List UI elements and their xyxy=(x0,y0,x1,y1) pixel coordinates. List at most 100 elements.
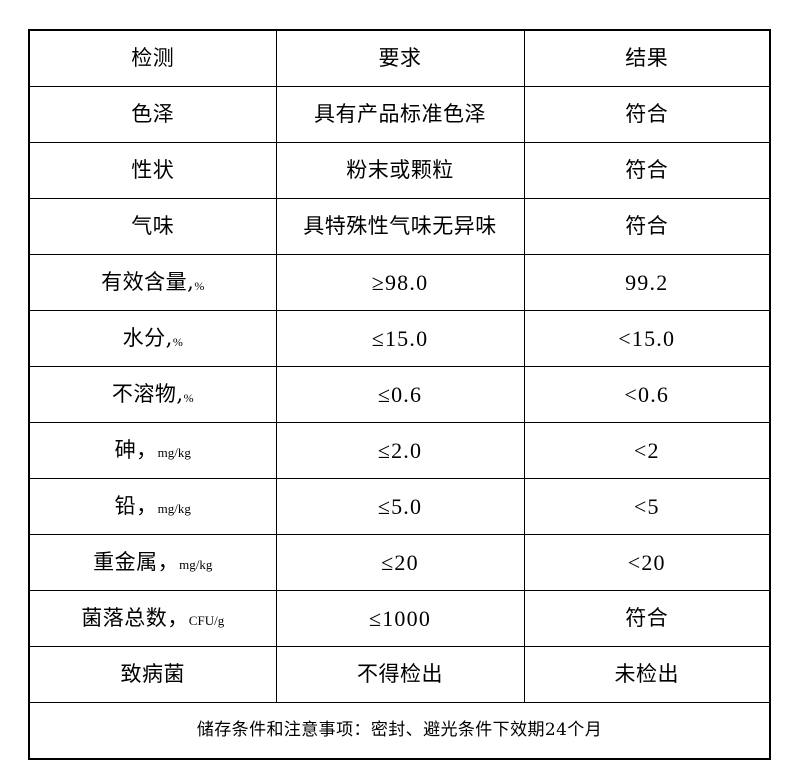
item-unit: mg/kg xyxy=(157,445,191,461)
storage-note-text: 储存条件和注意事项：密封、避光条件下效期24个月 xyxy=(196,719,603,740)
item-label-wrap: 有效含量,% xyxy=(101,270,204,294)
result-value: 符合 xyxy=(625,214,669,239)
requirement-value: 具有产品标准色泽 xyxy=(314,102,486,127)
table-row: 铅，mg/kg ≤5.0 <5 xyxy=(28,478,771,535)
item-label-wrap: 重金属，mg/kg xyxy=(93,550,212,574)
requirement-value: ≤2.0 xyxy=(377,437,423,463)
item-label-wrap: 水分,% xyxy=(123,326,183,350)
requirement-value: ≤5.0 xyxy=(377,493,423,519)
cell-requirement: ≤5.0 xyxy=(275,478,525,535)
cell-result: <5 xyxy=(523,478,771,535)
cell-result: <15.0 xyxy=(523,310,771,367)
cell-item: 色泽 xyxy=(28,86,277,143)
requirement-value: ≤1000 xyxy=(368,605,432,631)
item-label: 水分, xyxy=(122,326,173,351)
cell-requirement: 具有产品标准色泽 xyxy=(275,86,525,143)
item-label: 致病菌 xyxy=(120,662,185,687)
item-label-wrap: 气味 xyxy=(131,214,174,238)
cell-requirement: 粉末或颗粒 xyxy=(275,142,525,199)
table-row: 致病菌 不得检出 未检出 xyxy=(28,646,771,703)
item-label: 菌落总数， xyxy=(81,606,189,631)
cell-item: 致病菌 xyxy=(28,646,277,703)
result-value: 符合 xyxy=(625,606,669,631)
cell-item: 菌落总数，CFU/g xyxy=(28,590,277,647)
table-row: 重金属，mg/kg ≤20 <20 xyxy=(28,534,771,591)
cell-result: 符合 xyxy=(523,142,771,199)
column-header-label: 检测 xyxy=(131,46,175,71)
table-row: 菌落总数，CFU/g ≤1000 符合 xyxy=(28,590,771,647)
result-value: <20 xyxy=(627,549,666,575)
cell-result: 符合 xyxy=(523,590,771,647)
result-value: <15.0 xyxy=(618,325,676,351)
result-value: 未检出 xyxy=(614,662,679,687)
item-unit: % xyxy=(172,335,183,350)
cell-result: <20 xyxy=(523,534,771,591)
item-label-wrap: 致病菌 xyxy=(121,662,186,686)
cell-item: 不溶物,% xyxy=(28,366,277,423)
item-unit: % xyxy=(194,279,205,294)
table-row: 不溶物,% ≤0.6 <0.6 xyxy=(28,366,771,423)
result-value: 符合 xyxy=(625,158,669,183)
cell-requirement: ≤20 xyxy=(275,534,525,591)
requirement-value: ≤0.6 xyxy=(377,381,423,407)
item-label-wrap: 色泽 xyxy=(131,102,174,126)
result-value: 符合 xyxy=(625,102,669,127)
cell-storage-note: 储存条件和注意事项：密封、避光条件下效期24个月 xyxy=(28,702,771,760)
item-unit: mg/kg xyxy=(179,557,213,573)
cell-result: <2 xyxy=(523,422,771,479)
requirement-value: 具特殊性气味无异味 xyxy=(303,214,497,239)
result-value: <0.6 xyxy=(624,381,670,407)
cell-result: 未检出 xyxy=(523,646,771,703)
result-value: 99.2 xyxy=(625,269,669,295)
item-label: 气味 xyxy=(131,214,175,239)
cell-requirement: ≤15.0 xyxy=(275,310,525,367)
result-value: <5 xyxy=(633,493,660,519)
item-label: 不溶物, xyxy=(111,382,184,407)
requirement-value: 不得检出 xyxy=(357,662,443,687)
item-label-wrap: 菌落总数，CFU/g xyxy=(81,606,224,630)
item-label: 性状 xyxy=(131,158,175,183)
cell-requirement: ≤0.6 xyxy=(275,366,525,423)
column-header-item: 检测 xyxy=(28,29,277,87)
item-label-wrap: 性状 xyxy=(131,158,174,182)
table-row: 有效含量,% ≥98.0 99.2 xyxy=(28,254,771,311)
cell-item: 水分,% xyxy=(28,310,277,367)
requirement-value: ≥98.0 xyxy=(371,269,429,295)
column-header-label: 结果 xyxy=(625,46,669,71)
item-unit: CFU/g xyxy=(188,613,225,629)
table-body: 检测 要求 结果 色泽 具有产品标准色泽 符合 性状 粉末或颗粒 符合 气味 具特殊性气味无异味 符合… xyxy=(28,29,771,760)
requirement-value: 粉末或颗粒 xyxy=(346,158,454,183)
item-label: 色泽 xyxy=(131,102,175,127)
cell-result: 99.2 xyxy=(523,254,771,311)
table-note-row: 储存条件和注意事项：密封、避光条件下效期24个月 xyxy=(28,702,771,760)
cell-requirement: ≤2.0 xyxy=(275,422,525,479)
cell-requirement: 具特殊性气味无异味 xyxy=(275,198,525,255)
item-unit: % xyxy=(183,391,194,406)
cell-requirement: ≥98.0 xyxy=(275,254,525,311)
column-header-result: 结果 xyxy=(523,29,771,87)
table-row: 色泽 具有产品标准色泽 符合 xyxy=(28,86,771,143)
specification-table: 检测 要求 结果 色泽 具有产品标准色泽 符合 性状 粉末或颗粒 符合 气味 具特殊性气味无异味 符合… xyxy=(28,29,771,760)
requirement-value: ≤20 xyxy=(381,549,419,575)
cell-item: 有效含量,% xyxy=(28,254,277,311)
specification-table-container: 检测 要求 结果 色泽 具有产品标准色泽 符合 性状 粉末或颗粒 符合 气味 具特殊性气味无异味 符合… xyxy=(28,29,771,760)
cell-requirement: ≤1000 xyxy=(275,590,525,647)
requirement-value: ≤15.0 xyxy=(371,325,429,351)
table-row: 气味 具特殊性气味无异味 符合 xyxy=(28,198,771,255)
item-label: 重金属， xyxy=(93,550,180,575)
item-label-wrap: 砷，mg/kg xyxy=(115,438,191,462)
item-label: 砷， xyxy=(114,438,158,463)
cell-item: 铅，mg/kg xyxy=(28,478,277,535)
cell-result: <0.6 xyxy=(523,366,771,423)
cell-requirement: 不得检出 xyxy=(275,646,525,703)
item-label: 有效含量, xyxy=(101,270,195,295)
column-header-label: 要求 xyxy=(378,46,422,71)
item-label-wrap: 铅，mg/kg xyxy=(115,494,191,518)
result-value: <2 xyxy=(633,437,660,463)
cell-result: 符合 xyxy=(523,86,771,143)
cell-item: 砷，mg/kg xyxy=(28,422,277,479)
column-header-req: 要求 xyxy=(275,29,525,87)
item-unit: mg/kg xyxy=(157,501,191,517)
cell-item: 性状 xyxy=(28,142,277,199)
table-header-row: 检测 要求 结果 xyxy=(28,29,771,87)
